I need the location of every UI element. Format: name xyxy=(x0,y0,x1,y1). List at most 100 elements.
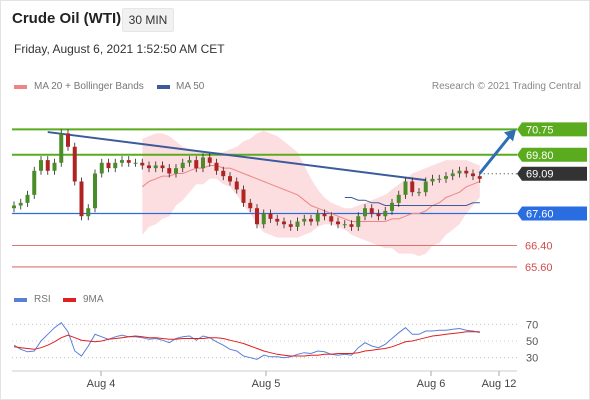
rsi-line xyxy=(13,322,480,360)
candle-body xyxy=(234,181,239,190)
level-label: 70.75 xyxy=(526,124,554,136)
candle-body xyxy=(248,202,253,209)
candle-body xyxy=(322,213,327,217)
candle-body xyxy=(126,160,131,163)
candle-body xyxy=(342,224,347,226)
candle-body xyxy=(93,173,97,209)
candle-body xyxy=(187,160,192,163)
ma20-line xyxy=(141,165,480,222)
candle-body xyxy=(180,162,185,169)
candle-body xyxy=(268,213,273,219)
candle-body xyxy=(275,218,280,222)
candle-body xyxy=(147,165,151,169)
candle-body xyxy=(309,218,313,222)
candle-body xyxy=(214,162,219,171)
candle-body xyxy=(59,133,64,163)
candle-body xyxy=(349,224,354,227)
x-tick-label: Aug 5 xyxy=(252,378,281,390)
rsi-ma-swatch xyxy=(63,298,76,302)
candle-body xyxy=(167,168,172,174)
candle-body xyxy=(282,221,286,225)
candle-body xyxy=(423,181,428,193)
candle-body xyxy=(444,176,448,179)
candle-body xyxy=(174,168,178,174)
candle-body xyxy=(288,224,293,227)
rsi-legend-label: RSI xyxy=(34,294,51,305)
candle-body xyxy=(457,170,462,174)
candle-body xyxy=(113,162,118,169)
candle-body xyxy=(450,173,455,177)
candle-body xyxy=(329,216,334,222)
candle-body xyxy=(336,221,340,225)
timeframe-button[interactable]: 30 MIN xyxy=(122,8,174,32)
rsi-tick-label: 50 xyxy=(526,336,538,348)
x-tick-label: Aug 6 xyxy=(417,378,446,390)
candle-body xyxy=(396,194,401,203)
level-tag xyxy=(517,147,587,162)
candle-body xyxy=(120,160,124,163)
candle-body xyxy=(295,221,300,227)
candle-body xyxy=(72,146,77,182)
candle-body xyxy=(52,162,57,171)
candle-body xyxy=(302,218,307,222)
candle-body xyxy=(403,181,408,195)
ma20-swatch xyxy=(14,85,27,89)
candle-body xyxy=(99,162,104,174)
candle-body xyxy=(430,178,435,182)
level-tag xyxy=(517,206,587,221)
candle-body xyxy=(18,202,23,206)
candle-body xyxy=(25,194,30,203)
candle-body xyxy=(228,176,232,182)
candle-body xyxy=(417,192,421,194)
level-label: 69.09 xyxy=(526,169,554,181)
candle-body xyxy=(66,133,70,147)
candle-body xyxy=(241,189,246,203)
candle-body xyxy=(376,213,381,217)
rsi-swatch xyxy=(14,298,27,302)
candle-body xyxy=(32,170,37,195)
candle-body xyxy=(369,208,374,214)
candle-body xyxy=(160,165,165,169)
candle-body xyxy=(153,165,158,169)
rsi-tick-label: 30 xyxy=(526,353,538,365)
level-label: 66.40 xyxy=(525,241,553,253)
datetime-label: Friday, August 6, 2021 1:52:50 AM CET xyxy=(14,42,225,56)
candle-body xyxy=(207,157,212,163)
candle-body xyxy=(106,162,111,169)
candle-body xyxy=(410,181,415,193)
credit-text: Research © 2021 Trading Central xyxy=(431,81,581,92)
candle-body xyxy=(315,213,320,222)
x-tick-label: Aug 4 xyxy=(87,378,116,390)
x-tick-label: Aug 12 xyxy=(482,378,517,390)
bollinger-band xyxy=(142,130,480,257)
forecast-arrow-head xyxy=(504,129,516,142)
candle-body xyxy=(477,176,482,179)
candle-body xyxy=(39,160,43,171)
ma50-legend-label: MA 50 xyxy=(176,81,205,92)
trend-line xyxy=(47,131,426,182)
candle-body xyxy=(201,157,205,169)
candle-body xyxy=(464,170,469,174)
ma20-legend-label: MA 20 + Bollinger Bands xyxy=(34,81,144,92)
rsi-ma-line xyxy=(13,331,480,357)
level-tag xyxy=(517,122,587,137)
candle-body xyxy=(79,181,84,217)
candle-body xyxy=(45,160,50,171)
level-label: 67.60 xyxy=(526,209,554,221)
candle-body xyxy=(363,208,367,217)
candle-body xyxy=(86,208,91,217)
candle-body xyxy=(390,202,394,211)
instrument-title: Crude Oil (WTI) xyxy=(12,10,122,27)
candle-body xyxy=(133,162,138,164)
candle-body xyxy=(471,173,475,177)
forecast-arrow xyxy=(478,132,514,175)
candle-body xyxy=(383,210,388,217)
candle-body xyxy=(221,170,226,177)
rsi-tick-label: 70 xyxy=(526,319,538,331)
ma50-swatch xyxy=(157,85,170,89)
ma50-line xyxy=(344,197,480,206)
candle-body xyxy=(12,205,16,209)
rsi-ma-legend-label: 9MA xyxy=(83,294,104,305)
